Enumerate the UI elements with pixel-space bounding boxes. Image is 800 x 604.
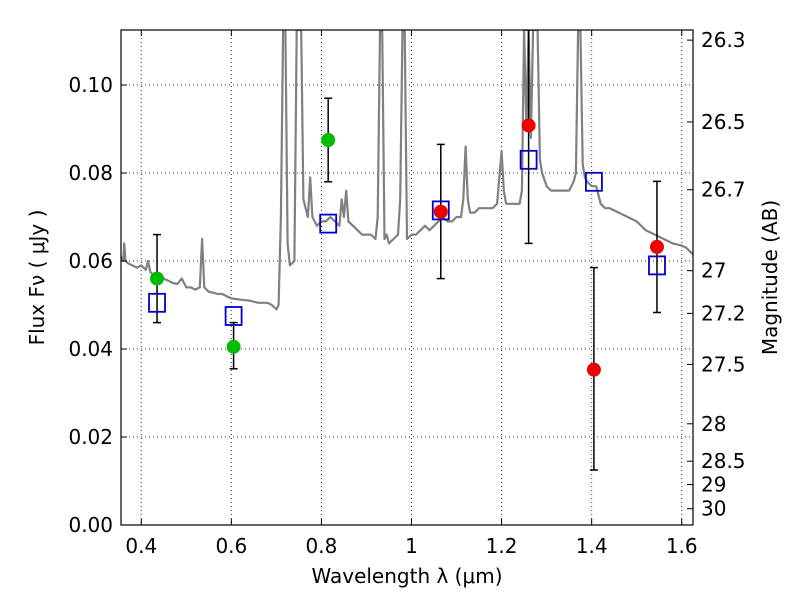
plot-marks <box>121 30 693 471</box>
y2-tick-label: 30 <box>701 497 726 521</box>
red-data-point <box>586 362 601 377</box>
green-data-point <box>226 339 241 354</box>
model-box <box>519 149 538 170</box>
x-tick-label: 1.2 <box>486 534 518 558</box>
y-tick-label: 0.04 <box>68 337 113 361</box>
model-box <box>224 306 243 326</box>
y2-tick-label: 27.5 <box>701 352 746 376</box>
y2-tick-label: 27.2 <box>701 301 746 325</box>
y2-tick-label: 28 <box>701 412 726 436</box>
plot-frame <box>120 29 694 526</box>
x-axis-label: Wavelength λ (μm) <box>311 564 502 588</box>
model-box <box>319 213 338 234</box>
grid <box>121 30 693 525</box>
red-data-point <box>649 239 664 254</box>
y2-tick-label: 27 <box>701 259 726 283</box>
green-data-point <box>321 133 336 147</box>
x-tick-label: 0.8 <box>306 534 338 558</box>
y-tick-label: 0.00 <box>68 513 113 537</box>
x-tick-label: 0.6 <box>215 534 247 558</box>
y2-tick-label: 26.3 <box>701 28 746 52</box>
model-box <box>585 171 603 192</box>
x-tick-label: 1 <box>405 534 418 558</box>
y2-tick-label: 28.5 <box>701 449 746 473</box>
y2-tick-label: 26.5 <box>701 110 746 134</box>
green-data-point <box>150 271 165 286</box>
y2-tick-label: 29 <box>701 473 726 497</box>
y-tick-label: 0.10 <box>68 73 113 97</box>
plot-area <box>121 30 693 471</box>
x-tick-label: 1.4 <box>576 534 608 558</box>
y-tick-label: 0.02 <box>68 425 113 449</box>
model-box <box>648 255 666 276</box>
y2-tick-label: 26.7 <box>701 178 746 202</box>
x-tick-label: 0.4 <box>125 534 157 558</box>
red-data-point <box>433 204 448 219</box>
x-tick-label: 1.6 <box>666 534 698 558</box>
axis-ticks: 0.4 0.6 0.8 1 1.2 1.4 1.6 0.00 0.02 0.04 0.06 0.08 0… <box>68 28 745 558</box>
model-spectrum-line <box>121 30 693 311</box>
red-data-point <box>521 118 536 133</box>
y2-axis-label: Magnitude (AB) <box>758 200 782 355</box>
y-tick-label: 0.06 <box>68 249 113 273</box>
y-axis-label: Flux Fν ( μJy ) <box>25 210 49 346</box>
y-tick-label: 0.08 <box>68 161 113 185</box>
model-box <box>431 200 450 221</box>
model-box <box>148 292 166 313</box>
